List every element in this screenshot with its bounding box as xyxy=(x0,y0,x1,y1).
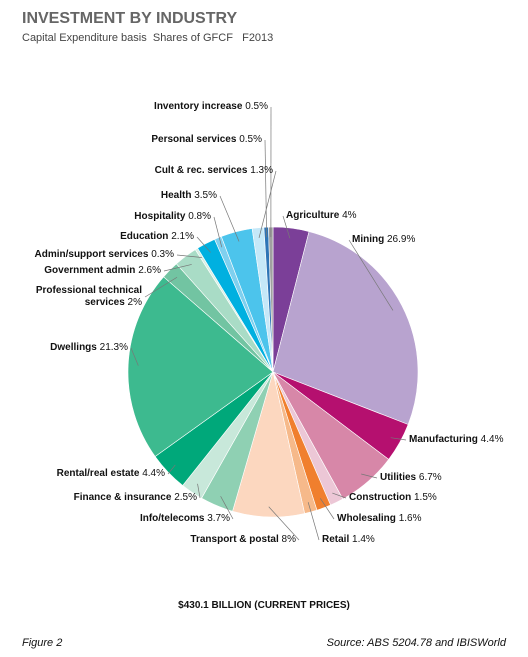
leader-line xyxy=(390,437,407,441)
slice-label: Professional technical services 2% xyxy=(26,285,142,309)
category-name: Construction xyxy=(349,492,412,503)
leader-line xyxy=(332,492,347,499)
value-label: 6.7% xyxy=(418,472,442,483)
value-label: 0.3% xyxy=(151,249,174,260)
category-name: Wholesaling xyxy=(337,513,396,524)
figure-label: Figure 2 xyxy=(22,637,63,649)
leader-line xyxy=(144,276,178,298)
slice-label: Inventory increase 0.5% xyxy=(154,101,268,113)
leader-line xyxy=(361,473,378,479)
category-name: Admin/support services xyxy=(34,249,149,260)
leader-line xyxy=(197,483,201,499)
value-label: 1.3% xyxy=(250,165,273,176)
category-name: Finance & insurance xyxy=(73,492,172,503)
category-name: Dwellings xyxy=(50,342,97,353)
category-name: Utilities xyxy=(380,472,417,483)
leader-line xyxy=(348,239,394,311)
slice-label: Finance & insurance 2.5% xyxy=(74,492,197,504)
leader-line xyxy=(319,498,335,520)
slice-label: Admin/support services 0.3% xyxy=(35,249,175,261)
source: Source: ABS 5204.78 and IBISWorld xyxy=(326,637,506,649)
leader-line xyxy=(264,139,267,238)
value-label: 26.9% xyxy=(387,234,416,245)
leader-line xyxy=(213,216,223,248)
slice-label: Government admin 2.6% xyxy=(44,265,161,277)
pie-slice xyxy=(272,231,419,425)
value-label: 2% xyxy=(127,297,142,308)
category-name: Health xyxy=(160,190,192,201)
category-name: Manufacturing xyxy=(409,434,478,445)
leader-line xyxy=(196,236,211,253)
value-label: 3.5% xyxy=(194,190,217,201)
category-name: Professional technical services xyxy=(35,285,142,308)
slice-label: Health 3.5% xyxy=(161,190,217,202)
category-name: Mining xyxy=(352,234,385,245)
leader-line xyxy=(258,170,277,238)
category-name: Retail xyxy=(322,534,350,545)
chart-title: INVESTMENT BY INDUSTRY xyxy=(22,10,238,27)
slice-label: Retail 1.4% xyxy=(322,534,375,546)
slice-label: Dwellings 21.3% xyxy=(50,342,128,354)
leader-line xyxy=(219,195,240,242)
value-label: 4.4% xyxy=(142,468,165,479)
leader-line xyxy=(167,464,176,475)
slice-label: Rental/real estate 4.4% xyxy=(57,468,165,480)
slice-label: Construction 1.5% xyxy=(349,492,437,504)
leader-line xyxy=(163,264,192,272)
slice-label: Education 2.1% xyxy=(120,231,194,243)
leader-line xyxy=(268,506,300,541)
value-label: 1.5% xyxy=(414,492,437,503)
chart-subtitle: Capital Expenditure basis Shares of GFCF… xyxy=(22,32,274,44)
category-name: Rental/real estate xyxy=(56,468,140,479)
slice-label: Manufacturing 4.4% xyxy=(409,434,503,446)
value-label: 4% xyxy=(342,210,357,221)
slice-label: Utilities 6.7% xyxy=(380,472,442,484)
category-name: Cult & rec. services xyxy=(154,165,248,176)
category-name: Education xyxy=(120,231,169,242)
leader-line xyxy=(130,347,139,366)
category-name: Hospitality xyxy=(134,211,186,222)
slice-label: Cult & rec. services 1.3% xyxy=(155,165,273,177)
category-name: Agriculture xyxy=(286,210,340,221)
value-label: 3.7% xyxy=(207,513,230,524)
slice-label: Wholesaling 1.6% xyxy=(337,513,421,525)
category-name: Personal services xyxy=(151,134,237,145)
value-label: 0.5% xyxy=(245,101,268,112)
leader-line xyxy=(220,496,234,520)
slice-label: Mining 26.9% xyxy=(352,234,415,246)
slice-label: Personal services 0.5% xyxy=(151,134,262,146)
slice-label: Transport & postal 8% xyxy=(190,534,296,546)
value-label: 1.6% xyxy=(398,513,422,524)
value-label: 0.5% xyxy=(239,134,262,145)
category-name: Government admin xyxy=(44,265,136,276)
slice-label: Info/telecoms 3.7% xyxy=(140,513,230,525)
value-label: 21.3% xyxy=(99,342,128,353)
value-label: 2.6% xyxy=(138,265,161,276)
category-name: Info/telecoms xyxy=(139,513,205,524)
pie-slice xyxy=(127,276,274,457)
leader-line xyxy=(307,502,320,541)
value-label: 8% xyxy=(281,534,296,545)
category-name: Inventory increase xyxy=(154,101,243,112)
value-label: 2.1% xyxy=(171,231,194,242)
leader-line xyxy=(282,215,291,239)
value-label: 2.5% xyxy=(174,492,197,503)
slice-label: Hospitality 0.8% xyxy=(134,211,211,223)
leader-line xyxy=(176,254,202,258)
total-label: $430.1 BILLION (CURRENT PRICES) xyxy=(178,600,350,611)
category-name: Transport & postal xyxy=(190,534,279,545)
value-label: 1.4% xyxy=(352,534,375,545)
value-label: 4.4% xyxy=(480,434,504,445)
slice-label: Agriculture 4% xyxy=(286,210,357,222)
value-label: 0.8% xyxy=(188,211,211,222)
